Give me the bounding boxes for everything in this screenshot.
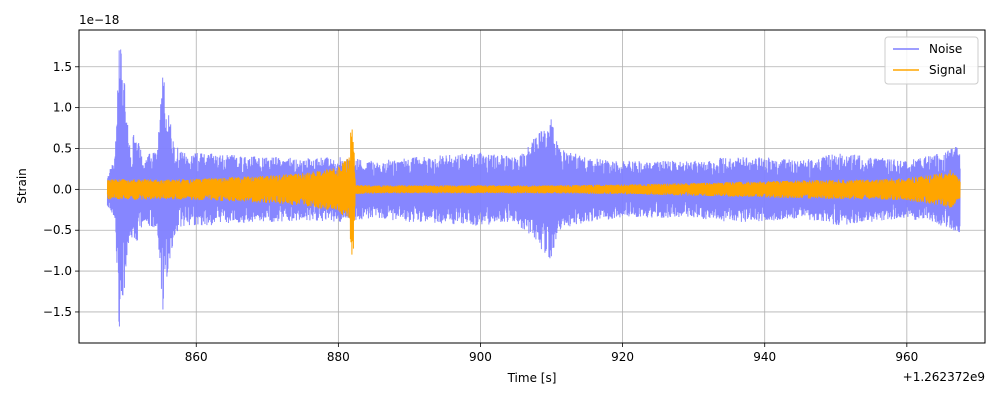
- x-axis-ticks: 860 880 900 920 940 960: [185, 343, 918, 364]
- plot-area: [106, 49, 961, 327]
- plot-frame: [78, 29, 986, 344]
- x-axis-title: Time [s]: [507, 371, 557, 385]
- y-tick-label: 0.0: [53, 182, 72, 196]
- legend-label-noise: Noise: [929, 42, 962, 56]
- y-tick-label: 0.5: [53, 141, 72, 155]
- x-tick-label: 920: [611, 350, 634, 364]
- y-tick-label: 1.5: [53, 60, 72, 74]
- series-layer: [106, 49, 961, 327]
- y-tick-label: −0.5: [43, 223, 72, 237]
- y-axis-title: Strain: [15, 168, 29, 204]
- x-tick-label: 860: [185, 350, 208, 364]
- legend: Noise Signal: [884, 36, 979, 85]
- x-tick-label: 880: [327, 350, 350, 364]
- y-axis-multiplier: 1e−18: [79, 13, 119, 27]
- y-tick-label: −1.0: [43, 264, 72, 278]
- series-signal-line: [106, 129, 961, 255]
- y-tick-label: 1.0: [53, 101, 72, 115]
- x-tick-label: 940: [753, 350, 776, 364]
- y-axis-ticks: −1.5 −1.0 −0.5 0.0 0.5 1.0 1.5: [43, 60, 79, 319]
- x-axis-offset: +1.262372e9: [903, 370, 985, 384]
- x-tick-label: 900: [469, 350, 492, 364]
- y-tick-label: −1.5: [43, 305, 72, 319]
- x-tick-label: 960: [895, 350, 918, 364]
- legend-label-signal: Signal: [929, 63, 966, 77]
